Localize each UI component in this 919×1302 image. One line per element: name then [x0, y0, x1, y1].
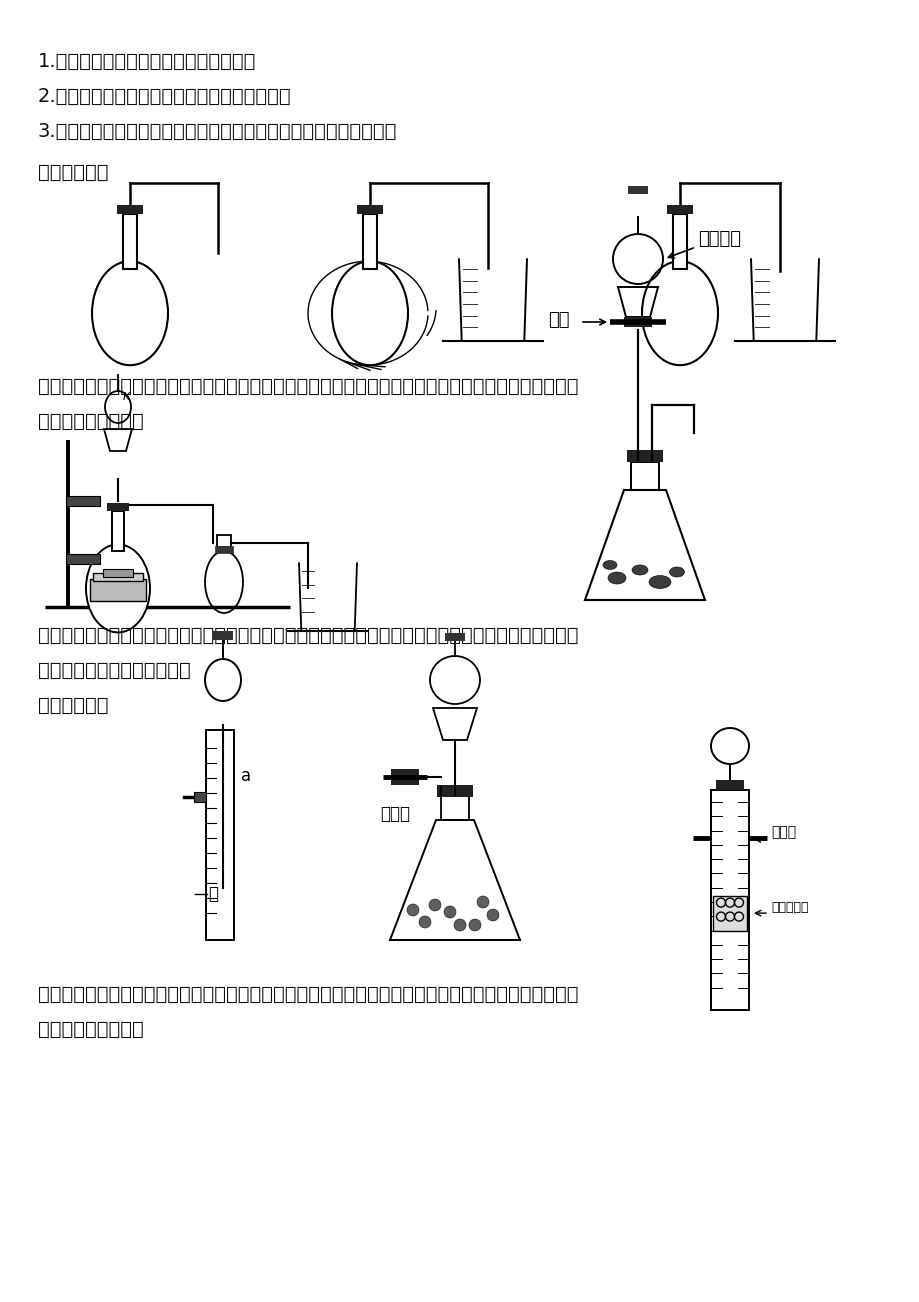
- Bar: [666, 204, 692, 214]
- Circle shape: [418, 917, 430, 928]
- Text: 则装置气密性良好。: 则装置气密性良好。: [38, 1019, 143, 1039]
- Bar: [103, 569, 133, 577]
- Circle shape: [428, 898, 440, 911]
- Bar: [66, 496, 100, 506]
- Text: 关闭弹簧夹，往长颈漏斗加水，使长颈漏斗液面高于试管液面，形成液面差，放置一段时间液面差不变，: 关闭弹簧夹，往长颈漏斗加水，使长颈漏斗液面高于试管液面，形成液面差，放置一段时间…: [38, 986, 578, 1004]
- Text: 弹簧夹: 弹簧夹: [770, 825, 795, 840]
- Circle shape: [486, 909, 498, 921]
- Ellipse shape: [631, 565, 647, 575]
- Bar: [217, 535, 231, 547]
- Bar: [623, 316, 652, 327]
- Text: 弹簧夹: 弹簧夹: [380, 805, 410, 823]
- Bar: [117, 204, 142, 214]
- Ellipse shape: [607, 572, 625, 585]
- Ellipse shape: [669, 566, 684, 577]
- Text: 将导管插入水中，用手掌（热毛巾）焐烧瓶（试管），若导管口有气泡冒出，冷却后会行成一段水柱，说: 将导管插入水中，用手掌（热毛巾）焐烧瓶（试管），若导管口有气泡冒出，冷却后会行成…: [38, 378, 578, 396]
- Text: 1.加热法：通过升高温度增大内部压强。: 1.加热法：通过升高温度增大内部压强。: [38, 52, 256, 72]
- Bar: [445, 633, 464, 641]
- Bar: [107, 503, 129, 510]
- Bar: [437, 785, 472, 797]
- Bar: [715, 780, 743, 790]
- Text: （二）注水法: （二）注水法: [38, 697, 108, 715]
- Bar: [93, 573, 142, 581]
- Bar: [213, 631, 233, 641]
- Ellipse shape: [648, 575, 670, 589]
- Text: 明装置气密性良好。: 明装置气密性良好。: [38, 411, 143, 431]
- Bar: [194, 792, 206, 802]
- Bar: [123, 214, 137, 270]
- Bar: [710, 790, 748, 1010]
- Circle shape: [406, 904, 418, 917]
- Ellipse shape: [332, 262, 407, 365]
- Bar: [66, 553, 100, 564]
- Bar: [112, 510, 124, 551]
- Text: 水: 水: [208, 885, 218, 902]
- Text: 活塞: 活塞: [548, 311, 569, 329]
- Circle shape: [453, 919, 466, 931]
- Text: 水柱形成，说明装置不漏气。: 水柱形成，说明装置不漏气。: [38, 661, 190, 680]
- Text: 2.注水法：通过注入水缩小气体体积增大压强。: 2.注水法：通过注入水缩小气体体积增大压强。: [38, 87, 291, 105]
- Circle shape: [476, 896, 489, 907]
- Bar: [627, 450, 663, 462]
- Ellipse shape: [602, 560, 617, 569]
- Text: 有孔塑料板: 有孔塑料板: [770, 901, 808, 914]
- Text: 3.充气或抽气法：通过增加或减少装置内气体的量增大或减小压强。: 3.充气或抽气法：通过增加或减少装置内气体的量增大或减小压强。: [38, 122, 397, 141]
- Bar: [206, 730, 233, 940]
- Circle shape: [469, 919, 481, 931]
- Bar: [357, 204, 382, 214]
- Bar: [363, 214, 377, 270]
- Bar: [90, 579, 146, 602]
- Ellipse shape: [85, 544, 150, 633]
- Bar: [391, 769, 418, 785]
- Bar: [630, 462, 658, 490]
- Text: 分液漏斗: 分液漏斗: [698, 230, 740, 247]
- Text: （一）加热法: （一）加热法: [38, 163, 108, 182]
- Text: K: K: [123, 392, 130, 402]
- Ellipse shape: [641, 262, 717, 365]
- Bar: [440, 796, 469, 820]
- Bar: [712, 896, 746, 931]
- Circle shape: [444, 906, 456, 918]
- Ellipse shape: [92, 262, 168, 365]
- Bar: [673, 214, 686, 270]
- Bar: [215, 546, 233, 553]
- Text: 关闭分液漏斗活塞，将导气管插入烧杯中水中，用酒精灯微热烧瓶，若导管末端产生气泡，停止微热，有: 关闭分液漏斗活塞，将导气管插入烧杯中水中，用酒精灯微热烧瓶，若导管末端产生气泡，…: [38, 626, 578, 644]
- Bar: [628, 186, 647, 194]
- Text: a: a: [241, 767, 251, 785]
